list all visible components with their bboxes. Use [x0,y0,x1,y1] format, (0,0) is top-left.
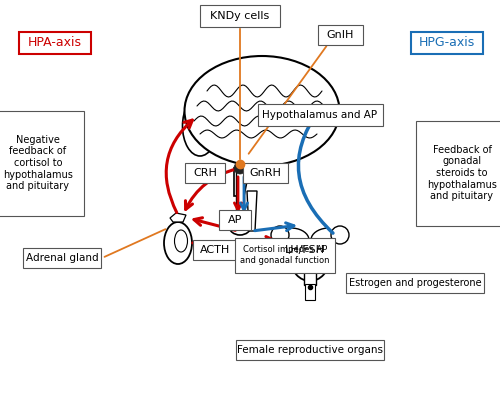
Circle shape [234,162,246,174]
Ellipse shape [182,96,218,156]
FancyBboxPatch shape [193,240,237,260]
Ellipse shape [184,56,340,166]
FancyBboxPatch shape [346,273,484,293]
FancyBboxPatch shape [281,240,329,260]
FancyBboxPatch shape [185,163,225,183]
Text: HPA-axis: HPA-axis [28,37,82,49]
FancyBboxPatch shape [304,265,316,285]
Polygon shape [247,191,257,231]
FancyBboxPatch shape [416,121,500,226]
FancyBboxPatch shape [305,284,315,300]
Text: ACTH: ACTH [200,245,230,255]
FancyBboxPatch shape [242,163,288,183]
Ellipse shape [229,217,251,235]
Text: LH/FSH: LH/FSH [285,245,325,255]
Text: Adrenal gland: Adrenal gland [26,253,99,263]
Text: AP: AP [228,215,242,225]
FancyBboxPatch shape [200,5,280,27]
FancyBboxPatch shape [258,104,382,126]
FancyBboxPatch shape [236,340,384,360]
Polygon shape [236,168,244,221]
Text: GnIH: GnIH [326,30,353,40]
Text: Feedback of
gonadal
steroids to
hypothalamus
and pituitary: Feedback of gonadal steroids to hypothal… [427,145,497,201]
Text: Cortisol impedes AP
and gonadal function: Cortisol impedes AP and gonadal function [240,245,330,265]
Ellipse shape [174,230,188,252]
Ellipse shape [291,239,329,281]
FancyBboxPatch shape [318,25,362,45]
Text: GnRH: GnRH [249,168,281,178]
Text: Negative
feedback of
cortisol to
hypothalamus
and pituitary: Negative feedback of cortisol to hypotha… [3,135,73,191]
Polygon shape [234,168,247,196]
Text: Hypothalamus and AP: Hypothalamus and AP [262,110,378,120]
Ellipse shape [164,222,192,264]
FancyBboxPatch shape [219,210,251,230]
FancyBboxPatch shape [235,238,335,273]
Polygon shape [170,213,186,222]
Text: Female reproductive organs: Female reproductive organs [237,345,383,355]
Circle shape [331,226,349,244]
FancyBboxPatch shape [19,32,91,54]
FancyBboxPatch shape [0,111,84,215]
Circle shape [271,226,289,244]
Text: Estrogen and progesterone: Estrogen and progesterone [348,278,482,288]
Text: KNDy cells: KNDy cells [210,11,270,21]
FancyBboxPatch shape [23,248,101,268]
Text: HPG-axis: HPG-axis [419,37,475,49]
Text: CRH: CRH [193,168,217,178]
FancyBboxPatch shape [411,32,483,54]
